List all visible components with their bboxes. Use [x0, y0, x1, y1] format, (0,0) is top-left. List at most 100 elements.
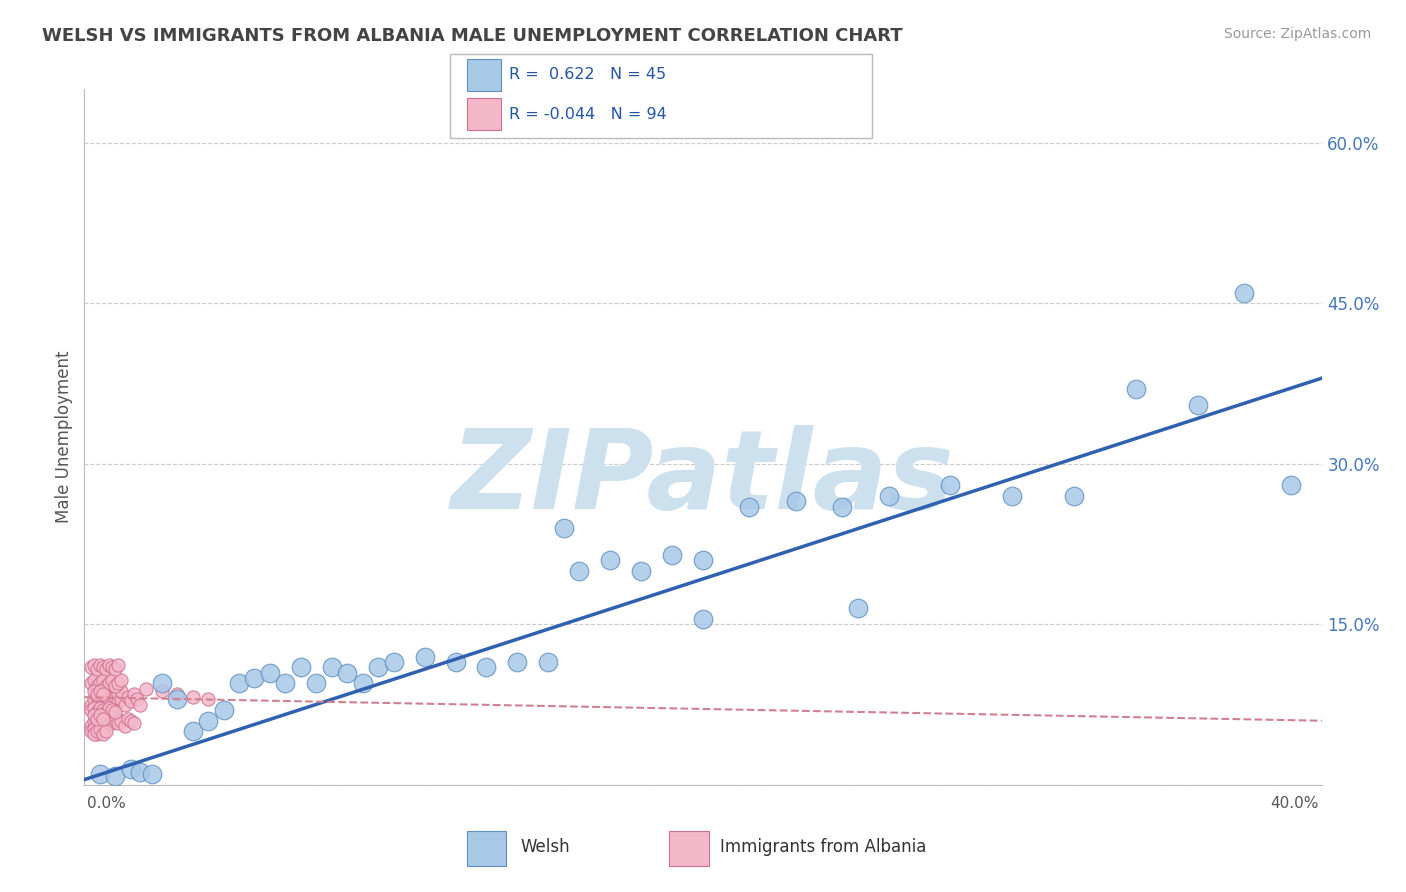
Point [86, 726, 108, 740]
Point [1125, 382, 1147, 396]
Point [135, 681, 157, 696]
Text: Immigrants from Albania: Immigrants from Albania [720, 838, 927, 856]
Point [83, 692, 105, 706]
Point [661, 548, 683, 562]
Point [122, 715, 145, 730]
Point [117, 690, 139, 705]
Point [243, 671, 266, 685]
Point [382, 655, 405, 669]
Point [104, 708, 127, 723]
Text: R = -0.044   N = 94: R = -0.044 N = 94 [509, 107, 666, 122]
Point [79, 724, 101, 739]
Point [506, 655, 529, 669]
Point [89, 712, 111, 726]
Point [553, 521, 575, 535]
Point [877, 489, 900, 503]
Point [1001, 489, 1024, 503]
Point [197, 714, 219, 728]
Point [101, 703, 124, 717]
Point [107, 658, 129, 673]
Point [259, 665, 281, 680]
Point [83, 723, 105, 737]
Point [79, 703, 101, 717]
Point [101, 673, 124, 687]
Point [98, 676, 121, 690]
Point [79, 698, 101, 712]
Point [91, 673, 114, 687]
Point [197, 692, 219, 706]
Point [1187, 398, 1209, 412]
Point [89, 708, 111, 723]
Point [89, 701, 111, 715]
Point [305, 676, 328, 690]
Point [738, 500, 761, 514]
Text: WELSH VS IMMIGRANTS FROM ALBANIA MALE UNEMPLOYMENT CORRELATION CHART: WELSH VS IMMIGRANTS FROM ALBANIA MALE UN… [42, 27, 903, 45]
Point [79, 719, 101, 733]
Point [91, 683, 114, 698]
Point [166, 692, 188, 706]
Point [104, 662, 127, 676]
Point [104, 680, 127, 694]
Point [79, 676, 101, 690]
Point [86, 681, 108, 696]
Point [352, 676, 374, 690]
Point [101, 692, 124, 706]
Text: 40.0%: 40.0% [1271, 796, 1319, 811]
Point [212, 703, 235, 717]
Point [91, 724, 114, 739]
Point [104, 705, 127, 719]
Point [181, 724, 204, 739]
Point [110, 673, 132, 687]
Point [475, 660, 498, 674]
Point [89, 683, 111, 698]
Text: ZIPatlas: ZIPatlas [451, 425, 955, 533]
Point [94, 705, 117, 719]
Point [91, 660, 114, 674]
Point [150, 683, 173, 698]
FancyBboxPatch shape [669, 831, 709, 866]
FancyBboxPatch shape [467, 59, 501, 91]
Point [692, 612, 714, 626]
Point [83, 683, 105, 698]
Point [101, 715, 124, 730]
FancyBboxPatch shape [450, 54, 872, 138]
Point [91, 692, 114, 706]
Point [120, 714, 142, 728]
Point [83, 658, 105, 673]
Point [86, 687, 108, 701]
Point [107, 694, 129, 708]
Point [89, 723, 111, 737]
Point [110, 714, 132, 728]
Point [228, 676, 250, 690]
Point [110, 683, 132, 698]
Point [91, 714, 114, 728]
Point [120, 694, 142, 708]
Point [104, 769, 127, 783]
Point [367, 660, 389, 674]
Point [94, 719, 117, 733]
Point [101, 685, 124, 699]
Point [1063, 489, 1085, 503]
Point [86, 705, 108, 719]
Y-axis label: Male Unemployment: Male Unemployment [55, 351, 73, 524]
Point [599, 553, 621, 567]
Point [89, 767, 111, 781]
Point [321, 660, 343, 674]
Point [122, 687, 145, 701]
Point [630, 564, 652, 578]
Point [86, 690, 108, 705]
Text: Welsh: Welsh [520, 838, 569, 856]
Point [120, 762, 142, 776]
Point [107, 687, 129, 701]
Point [104, 690, 127, 705]
Text: 0.0%: 0.0% [87, 796, 127, 811]
Point [86, 724, 108, 739]
Point [413, 649, 436, 664]
Point [150, 676, 173, 690]
Point [181, 690, 204, 705]
Text: Source: ZipAtlas.com: Source: ZipAtlas.com [1223, 27, 1371, 41]
Point [110, 692, 132, 706]
Point [94, 680, 117, 694]
Point [1279, 478, 1302, 492]
Point [98, 701, 121, 715]
